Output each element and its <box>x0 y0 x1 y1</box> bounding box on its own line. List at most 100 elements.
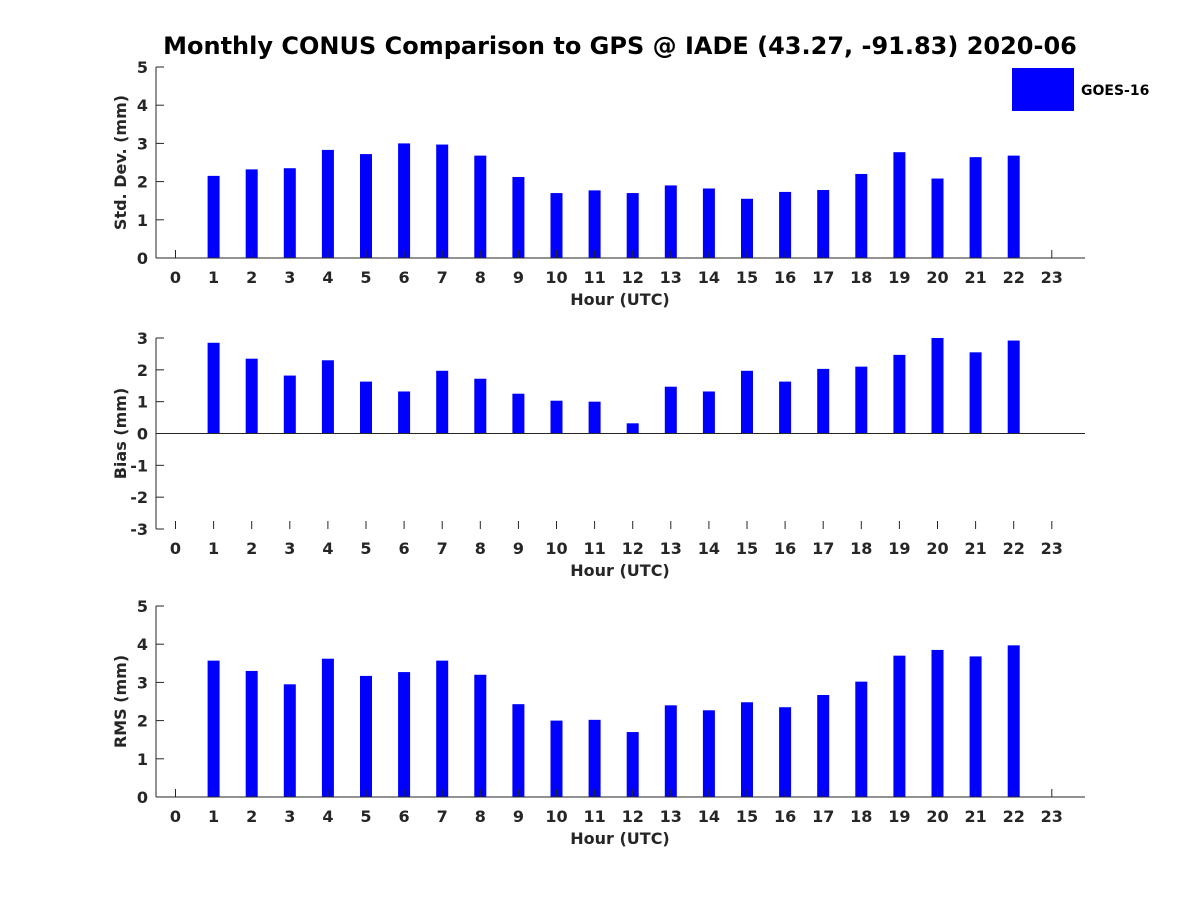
x-tick-label-rms: 17 <box>812 807 834 826</box>
bar-rms-hour-7 <box>436 660 449 797</box>
bar-rms-hour-19 <box>893 655 906 797</box>
bar-bias-hour-18 <box>855 366 868 434</box>
x-tick-label-bias: 10 <box>545 539 567 558</box>
x-axis-label-rms: Hour (UTC) <box>570 829 670 848</box>
x-tick-label-std-dev: 19 <box>888 268 910 287</box>
x-tick-label-std-dev: 9 <box>513 268 524 287</box>
y-tick-label-rms: 2 <box>137 712 148 731</box>
bar-std-dev-hour-13 <box>664 185 677 258</box>
x-tick-label-bias: 21 <box>964 539 986 558</box>
y-tick-label-bias: 2 <box>137 361 148 380</box>
x-tick-label-bias: 16 <box>774 539 796 558</box>
bar-std-dev-hour-22 <box>1007 155 1020 258</box>
x-tick-label-bias: 8 <box>475 539 486 558</box>
bar-rms-hour-14 <box>702 710 715 797</box>
bar-bias-hour-8 <box>474 378 487 434</box>
bar-bias-hour-4 <box>321 360 334 434</box>
legend-swatch-goes-16 <box>1012 68 1074 111</box>
x-axis-label-std-dev: Hour (UTC) <box>570 290 670 309</box>
x-tick-label-rms: 9 <box>513 807 524 826</box>
bar-std-dev-hour-2 <box>245 169 258 258</box>
x-tick-label-bias: 6 <box>399 539 410 558</box>
bar-bias-hour-9 <box>512 393 525 434</box>
bar-rms-hour-13 <box>664 705 677 797</box>
x-tick-label-std-dev: 3 <box>284 268 295 287</box>
x-tick-label-rms: 10 <box>545 807 567 826</box>
x-tick-label-bias: 15 <box>736 539 758 558</box>
x-tick-label-bias: 23 <box>1041 539 1063 558</box>
x-tick-label-std-dev: 11 <box>583 268 605 287</box>
y-axis-label-rms: RMS (mm) <box>111 655 130 748</box>
x-tick-label-bias: 13 <box>660 539 682 558</box>
x-tick-label-bias: 2 <box>246 539 257 558</box>
x-tick-label-rms: 13 <box>660 807 682 826</box>
x-tick-label-std-dev: 21 <box>964 268 986 287</box>
x-tick-label-rms: 18 <box>850 807 872 826</box>
x-tick-label-std-dev: 23 <box>1041 268 1063 287</box>
y-tick-label-rms: 4 <box>137 635 148 654</box>
bar-bias-hour-19 <box>893 354 906 434</box>
x-tick-label-rms: 23 <box>1041 807 1063 826</box>
x-tick-label-rms: 22 <box>1003 807 1025 826</box>
x-tick-label-bias: 5 <box>360 539 371 558</box>
x-tick-label-rms: 11 <box>583 807 605 826</box>
bar-rms-hour-6 <box>398 672 411 797</box>
x-tick-label-rms: 8 <box>475 807 486 826</box>
bar-std-dev-hour-14 <box>702 188 715 258</box>
x-tick-label-std-dev: 7 <box>437 268 448 287</box>
bar-rms-hour-2 <box>245 670 258 797</box>
y-tick-label-std-dev: 1 <box>137 211 148 230</box>
chart-title: Monthly CONUS Comparison to GPS @ IADE (… <box>163 32 1077 60</box>
bar-std-dev-hour-20 <box>931 178 944 258</box>
bar-bias-hour-16 <box>779 381 792 434</box>
x-axis-label-bias: Hour (UTC) <box>570 561 670 580</box>
x-tick-label-bias: 0 <box>170 539 181 558</box>
bar-bias-hour-10 <box>550 400 563 434</box>
y-tick-label-rms: 0 <box>137 788 148 807</box>
x-tick-label-bias: 22 <box>1003 539 1025 558</box>
x-tick-label-rms: 19 <box>888 807 910 826</box>
y-tick-label-bias: -3 <box>130 520 148 539</box>
bar-std-dev-hour-19 <box>893 152 906 258</box>
bar-std-dev-hour-3 <box>283 168 296 258</box>
x-tick-label-bias: 9 <box>513 539 524 558</box>
bar-std-dev-hour-8 <box>474 155 487 258</box>
x-tick-label-rms: 15 <box>736 807 758 826</box>
bar-rms-hour-1 <box>207 660 220 797</box>
y-tick-label-rms: 5 <box>137 597 148 616</box>
y-tick-label-std-dev: 4 <box>137 96 148 115</box>
bar-rms-hour-21 <box>969 656 982 797</box>
x-tick-label-bias: 1 <box>208 539 219 558</box>
x-tick-label-std-dev: 13 <box>660 268 682 287</box>
bar-std-dev-hour-7 <box>436 144 449 258</box>
x-tick-label-std-dev: 17 <box>812 268 834 287</box>
y-tick-label-rms: 1 <box>137 750 148 769</box>
x-tick-label-std-dev: 10 <box>545 268 567 287</box>
bar-bias-hour-15 <box>741 370 753 434</box>
legend-label: GOES-16 <box>1081 83 1149 99</box>
x-tick-label-rms: 7 <box>437 807 448 826</box>
x-tick-label-bias: 17 <box>812 539 834 558</box>
bar-bias-hour-22 <box>1007 340 1020 434</box>
bar-std-dev-hour-9 <box>512 177 525 258</box>
bar-rms-hour-4 <box>321 658 334 797</box>
bar-std-dev-hour-1 <box>207 175 220 258</box>
x-tick-label-rms: 2 <box>246 807 257 826</box>
x-tick-label-bias: 7 <box>437 539 448 558</box>
x-tick-label-std-dev: 2 <box>246 268 257 287</box>
x-tick-label-rms: 1 <box>208 807 219 826</box>
bar-bias-hour-5 <box>360 381 372 434</box>
bar-bias-hour-3 <box>283 375 296 434</box>
x-tick-label-std-dev: 6 <box>399 268 410 287</box>
x-tick-label-rms: 20 <box>926 807 948 826</box>
bar-std-dev-hour-15 <box>741 198 753 258</box>
bar-bias-hour-1 <box>207 342 220 434</box>
bar-rms-hour-22 <box>1007 645 1020 797</box>
bar-bias-hour-11 <box>588 401 601 434</box>
x-tick-label-bias: 18 <box>850 539 872 558</box>
bar-rms-hour-11 <box>588 719 601 797</box>
